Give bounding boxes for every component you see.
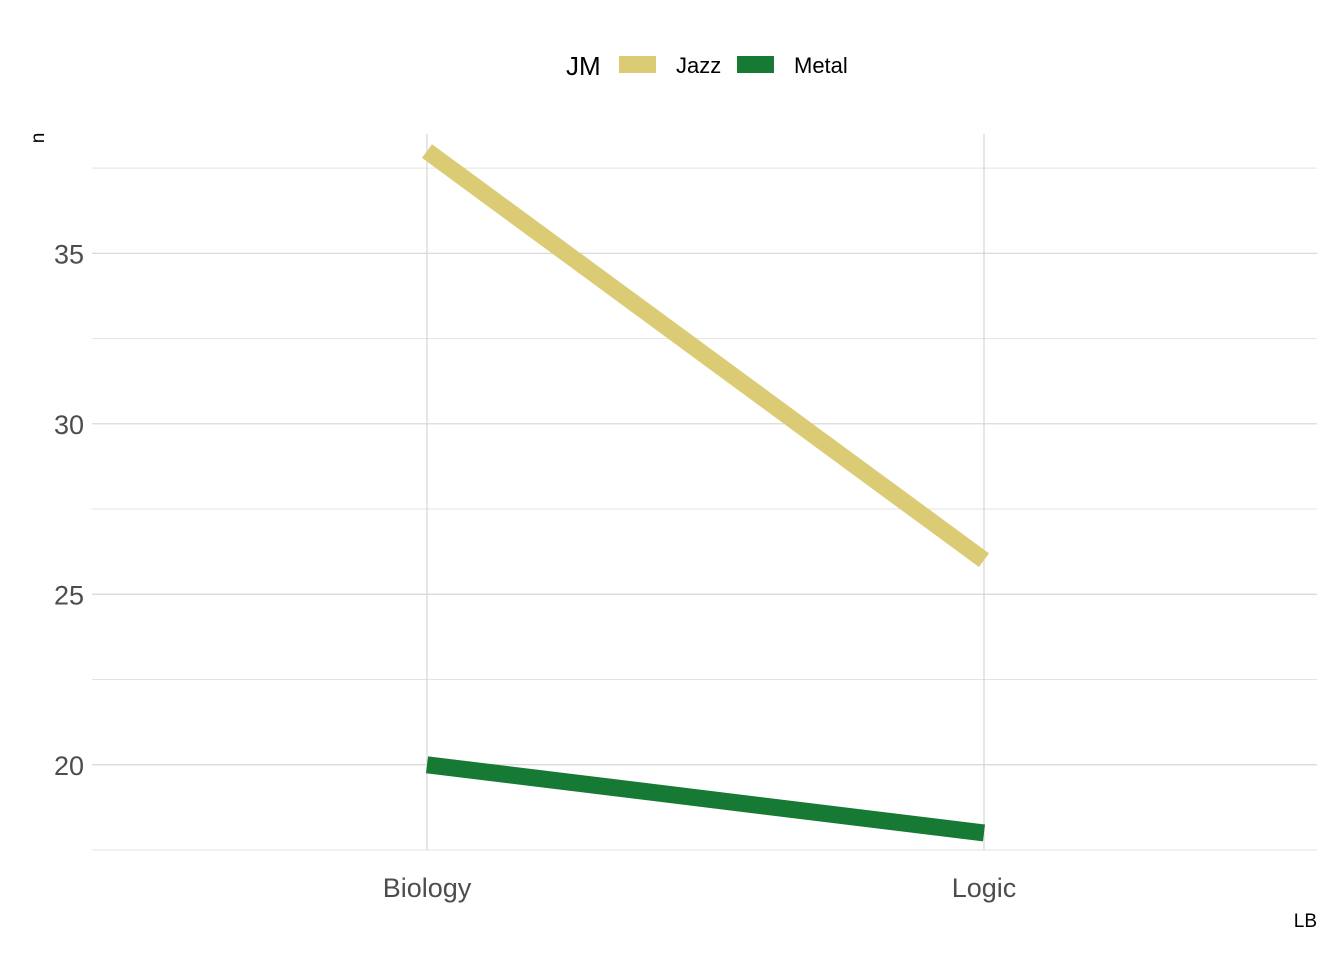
x-axis-title: LB bbox=[1294, 911, 1317, 932]
legend-items: Jazz Metal bbox=[619, 53, 848, 78]
series-line-jazz bbox=[421, 144, 990, 568]
grid-layer bbox=[92, 134, 1317, 851]
series-line-metal bbox=[425, 756, 986, 842]
legend-label-metal: Metal bbox=[794, 53, 848, 78]
y-tick-label: 20 bbox=[54, 751, 84, 781]
y-tick-label: 35 bbox=[54, 239, 84, 269]
y-tick-label: 25 bbox=[54, 580, 84, 610]
x-tick-label: Logic bbox=[952, 873, 1017, 903]
legend-key-jazz bbox=[619, 56, 656, 73]
x-tick-label: Biology bbox=[383, 873, 472, 903]
axis-layer: 20 25 30 35 Biology Logic bbox=[54, 239, 1016, 903]
legend: JM Jazz Metal bbox=[566, 51, 848, 81]
y-axis-title: n bbox=[28, 133, 49, 144]
legend-label-jazz: Jazz bbox=[676, 53, 721, 78]
legend-title: JM bbox=[566, 51, 601, 81]
y-tick-label: 30 bbox=[54, 410, 84, 440]
legend-key-metal bbox=[737, 56, 774, 73]
series-layer bbox=[421, 144, 990, 842]
